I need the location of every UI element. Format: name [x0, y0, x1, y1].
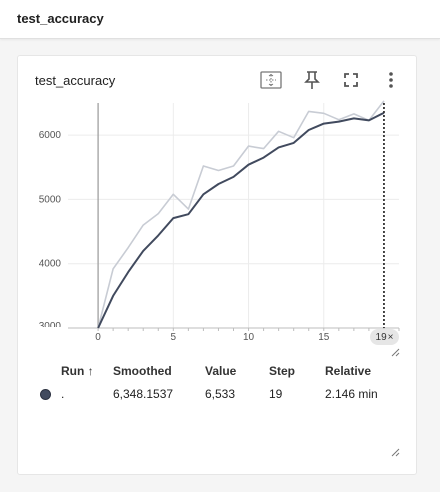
fullscreen-icon[interactable]: [339, 68, 363, 92]
step-badge[interactable]: 19 ×: [370, 329, 399, 345]
pin-icon[interactable]: [300, 68, 324, 92]
chart-resize-handle[interactable]: [391, 348, 400, 357]
header-run[interactable]: Run ↑: [61, 364, 94, 378]
raw-series-line: [97, 100, 385, 329]
x-tick-label: 10: [243, 332, 255, 343]
x-tick-label: 5: [171, 332, 177, 343]
card-title: test_accuracy: [35, 73, 116, 88]
top-header: test_accuracy: [0, 0, 440, 39]
more-vert-icon[interactable]: [379, 68, 403, 92]
header-smoothed[interactable]: Smoothed: [113, 364, 172, 378]
step-badge-value: 19: [375, 331, 387, 343]
chart-card: test_accuracy 4000 5000 6000 3000 0 5 10 15 19 …: [17, 55, 417, 475]
header-value[interactable]: Value: [205, 364, 237, 378]
sort-up-icon[interactable]: ↑: [87, 364, 94, 378]
cell-relative: 2.146 min: [325, 387, 378, 401]
y-tick-label: 4000: [39, 259, 62, 270]
cell-run: .: [61, 387, 65, 401]
y-tick-label-cutoff: 3000: [39, 321, 62, 332]
close-icon[interactable]: ×: [387, 331, 394, 343]
smoothed-series-line: [97, 111, 385, 329]
fit-domain-icon[interactable]: [259, 68, 283, 92]
y-tick-label: 6000: [39, 130, 62, 141]
x-tick-label: 0: [95, 332, 101, 343]
group-title: test_accuracy: [17, 11, 104, 26]
y-tick-label: 5000: [39, 194, 62, 205]
header-relative[interactable]: Relative: [325, 364, 372, 378]
header-run-label: Run: [61, 364, 85, 378]
x-tick-label: 15: [318, 332, 330, 343]
cell-smoothed: 6,348.1537: [113, 387, 174, 401]
header-step[interactable]: Step: [269, 364, 296, 378]
card-resize-handle[interactable]: [391, 448, 400, 457]
run-color-dot: [40, 389, 51, 400]
cell-step: 19: [269, 387, 283, 401]
cell-value: 6,533: [205, 387, 236, 401]
line-chart[interactable]: 4000 5000 6000 3000 0 5 10 15: [18, 56, 416, 356]
